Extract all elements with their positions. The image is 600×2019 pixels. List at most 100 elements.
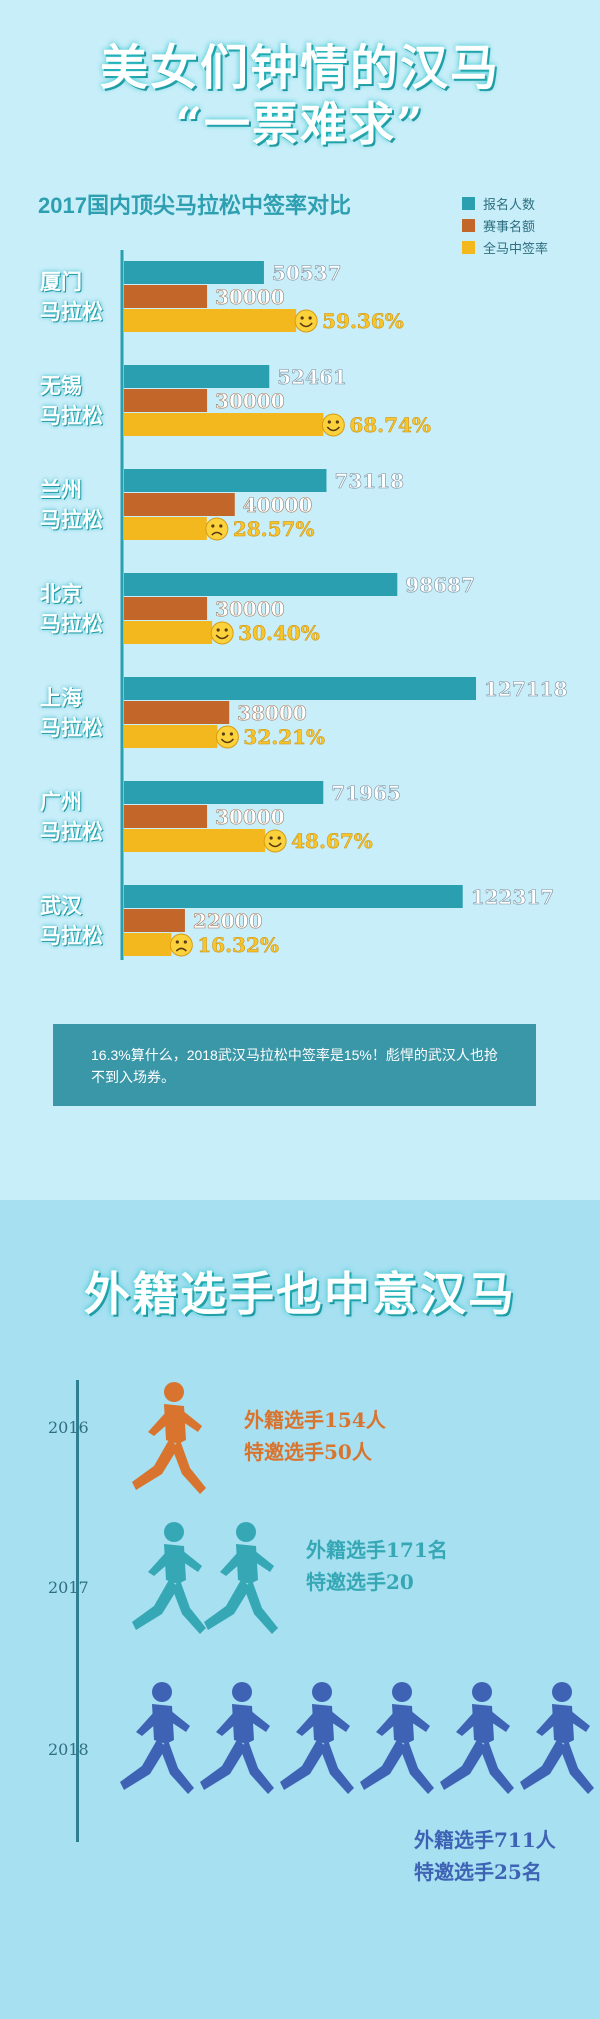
bar-registrations: [124, 365, 270, 388]
city-label: 兰州 马拉松: [40, 475, 120, 535]
city-label: 厦门 马拉松: [40, 267, 120, 327]
runner-icon: [124, 1378, 210, 1506]
city-label-line: 马拉松: [40, 715, 103, 740]
data-label-lottery-rate: 48.67%: [291, 829, 373, 853]
foreign-runner-stats: 外籍选手171名 特邀选手20: [306, 1534, 448, 1598]
city-label-line: 马拉松: [40, 299, 103, 324]
runner-icon: [124, 1518, 210, 1646]
legend-swatch-registrations: [462, 196, 475, 210]
stat-line: 特邀选手20: [306, 1570, 414, 1594]
bar-lottery-rate: [124, 725, 218, 748]
city-label: 北京 马拉松: [40, 579, 120, 639]
data-label-quota: 38000: [237, 701, 307, 725]
bar-lottery-rate: [124, 517, 207, 540]
runner-icon: [432, 1678, 518, 1806]
bar-quota: [124, 701, 230, 724]
data-label-lottery-rate: 59.36%: [322, 309, 404, 333]
legend-item-registrations: 报名人数: [462, 192, 548, 214]
runner-icon: [112, 1678, 198, 1806]
foreign-runner-stats: 外籍选手711人 特邀选手25名: [414, 1824, 556, 1888]
pensive-face-icon: [205, 517, 229, 541]
runner-icon: [272, 1678, 358, 1806]
timeline-year: 2018: [48, 1740, 89, 1759]
note-box: 16.3%算什么，2018武汉马拉松中签率是15%！彪悍的武汉人也抢不到入场券。: [53, 1024, 536, 1106]
grinning-face-icon: [215, 725, 239, 749]
city-label-line: 广州: [40, 789, 82, 814]
city-label-line: 马拉松: [40, 403, 103, 428]
data-label-registrations: 122317: [471, 885, 555, 909]
city-label: 上海 马拉松: [40, 683, 120, 743]
legend-item-quota: 赛事名额: [462, 214, 548, 236]
data-label-registrations: 98687: [405, 573, 475, 597]
city-label-line: 马拉松: [40, 611, 103, 636]
chart-title: 2017国内顶尖马拉松中签率对比: [38, 193, 351, 218]
bar-lottery-rate: [124, 933, 172, 956]
top-section-background: [0, 0, 600, 1200]
bar-registrations: [124, 677, 477, 700]
timeline-line: [76, 1380, 79, 1842]
data-label-quota: 22000: [193, 909, 263, 933]
runner-icon: [512, 1678, 598, 1806]
city-label-line: 无锡: [40, 373, 82, 398]
city-label-line: 上海: [40, 685, 82, 710]
bar-quota: [124, 493, 235, 516]
data-label-registrations: 50537: [272, 261, 342, 285]
city-label: 无锡 马拉松: [40, 371, 120, 431]
runner-icon: [196, 1518, 282, 1646]
stat-line: 外籍选手711人: [414, 1828, 556, 1852]
main-title-line1: 美女们钟情的汉马: [99, 40, 500, 96]
bar-registrations: [124, 885, 463, 908]
legend-label-quota: 赛事名额: [483, 219, 536, 235]
legend-label-registrations: 报名人数: [483, 197, 536, 213]
data-label-registrations: 71965: [331, 781, 401, 805]
city-label-line: 马拉松: [40, 507, 103, 532]
legend-swatch-quota: [462, 218, 475, 232]
city-label-line: 马拉松: [40, 923, 103, 948]
data-label-registrations: 127118: [484, 677, 567, 701]
data-label-lottery-rate: 30.40%: [238, 621, 320, 645]
city-label-line: 马拉松: [40, 819, 103, 844]
data-label-quota: 30000: [215, 389, 285, 413]
data-label-lottery-rate: 68.74%: [349, 413, 431, 437]
runner-icon: [192, 1678, 278, 1806]
city-label-line: 厦门: [40, 269, 82, 294]
bar-registrations: [124, 781, 324, 804]
bar-quota: [124, 909, 185, 932]
city-label-line: 北京: [40, 581, 82, 606]
stat-line: 外籍选手171名: [306, 1538, 448, 1562]
bar-chart: 505373000059.36%524613000068.74%73118400…: [120, 250, 568, 960]
legend-label-lottery-rate: 全马中签率: [483, 241, 549, 257]
crying-face-icon: [169, 933, 193, 957]
city-label: 武汉 马拉松: [40, 891, 120, 951]
stat-line: 外籍选手154人: [244, 1408, 386, 1432]
foreign-runner-stats: 外籍选手154人 特邀选手50人: [244, 1404, 386, 1468]
chart-legend: 报名人数 赛事名额 全马中签率: [462, 192, 548, 258]
tears-of-joy-face-icon: [294, 309, 318, 333]
main-title-line2: “一票难求”: [175, 97, 425, 151]
timeline-year: 2017: [48, 1578, 89, 1597]
city-label-line: 兰州: [40, 477, 82, 502]
bar-registrations: [124, 261, 264, 284]
data-label-registrations: 52461: [277, 365, 347, 389]
bar-registrations: [124, 469, 327, 492]
bar-lottery-rate: [124, 621, 213, 644]
note-text: 16.3%算什么，2018武汉马拉松中签率是15%！彪悍的武汉人也抢不到入场券。: [91, 1047, 498, 1085]
bar-lottery-rate: [124, 829, 266, 852]
data-label-quota: 30000: [215, 597, 285, 621]
bar-lottery-rate: [124, 309, 297, 332]
bar-quota: [124, 805, 208, 828]
grinning-face-icon: [210, 621, 234, 645]
legend-item-lottery-rate: 全马中签率: [462, 236, 548, 258]
bar-quota: [124, 597, 208, 620]
stat-line: 特邀选手50人: [244, 1440, 372, 1464]
stat-line: 特邀选手25名: [414, 1860, 542, 1884]
foreign-runners-title: 外籍选手也中意汉马: [84, 1267, 516, 1321]
bar-registrations: [124, 573, 398, 596]
data-label-quota: 30000: [215, 285, 285, 309]
runner-icon: [352, 1678, 438, 1806]
data-label-registrations: 73118: [334, 469, 404, 493]
timeline-year: 2016: [48, 1418, 89, 1437]
bar-lottery-rate: [124, 413, 324, 436]
bottom-section-background: [0, 1200, 600, 2019]
bar-quota: [124, 389, 208, 412]
